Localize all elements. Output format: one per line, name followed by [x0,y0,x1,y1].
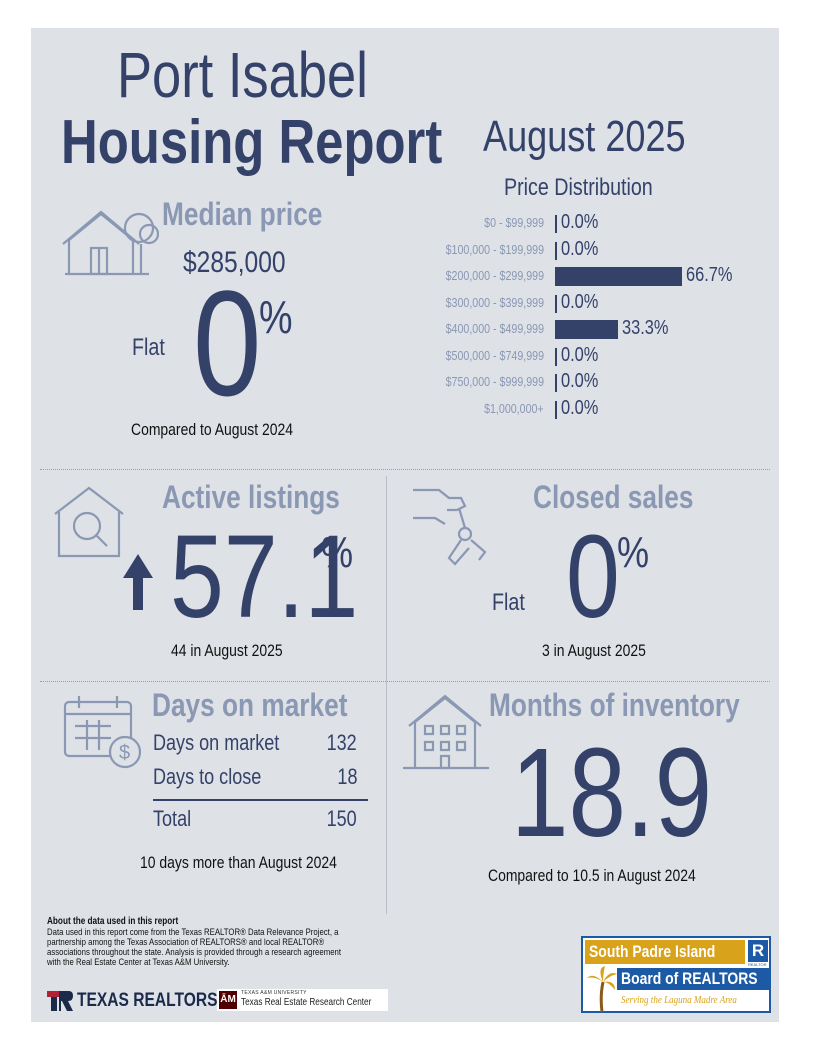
building-icon [403,694,489,770]
price-range-label: $0 - $99,999 [484,215,544,230]
closed-sales-heading: Closed sales [533,479,694,515]
closed-sales-percent-sign: % [617,528,650,577]
tamu-mark-icon: ĀM [219,991,237,1009]
texas-realtors-logo-text: TEXAS REALTORS [77,990,218,1011]
divider-middle [40,681,770,682]
tamu-center-text: Texas Real Estate Research Center [241,997,372,1008]
texas-realtors-logo-icon [47,991,73,1011]
about-line-2: associations throughout the state. Analy… [47,947,342,958]
price-range-label: $500,000 - $749,999 [445,347,544,363]
price-distribution-row: $300,000 - $399,999 0.0% [31,291,779,317]
board-line1-band [585,940,745,964]
palm-tree-icon [587,966,617,1012]
dom-row-label-1: Days to close [153,764,262,789]
active-listings-detail: 44 in August 2025 [171,641,283,660]
report-period: August 2025 [483,112,686,161]
dom-comparison: 10 days more than August 2024 [140,853,337,872]
price-distribution-value: 33.3% [622,317,669,339]
price-distribution-bar [555,267,682,286]
price-distribution-bar [555,374,557,392]
about-line-0: Data used in this report come from the T… [47,927,339,938]
board-line2-band [617,968,769,990]
price-distribution-value: 0.0% [561,211,599,233]
calendar-dollar-icon: $ [63,696,142,769]
hand-key-icon [413,488,487,566]
price-distribution-value: 0.0% [561,396,599,419]
median-comparison: Compared to August 2024 [131,420,293,439]
months-inventory-value: 18.9 [511,722,713,863]
price-range-label: $400,000 - $499,999 [445,321,544,336]
days-on-market-heading: Days on market [152,687,348,723]
arrow-up-icon [123,554,153,610]
board-line1-text: South Padre Island [589,942,716,961]
active-listings-change: 57.1 [170,511,359,643]
price-distribution-bar [555,400,557,419]
svg-text:$: $ [119,742,130,764]
price-distribution-value: 0.0% [561,237,599,260]
price-distribution-row: $750,000 - $999,999 0.0% [31,370,779,396]
divider-vertical [386,476,387,914]
dom-row-label-0: Days on market [153,730,280,755]
price-distribution-row: $500,000 - $749,999 0.0% [31,344,779,370]
price-distribution-row: $0 - $99,999 0.0% [31,211,779,237]
dom-row-value-1: 18 [336,764,357,789]
price-distribution-bar [555,347,557,366]
price-distribution-heading: Price Distribution [504,174,653,201]
dom-total-rule [153,799,368,801]
active-listings-heading: Active listings [162,479,340,515]
about-line-1: partnership among the Texas Association … [47,937,325,948]
price-distribution-row: $400,000 - $499,999 33.3% [31,317,779,343]
board-of-realtors-logo: South Padre Island R REALTOR Board of RE… [581,936,771,1013]
months-inventory-comparison: Compared to 10.5 in August 2024 [488,866,696,885]
realtor-mark-icon: R [748,940,768,962]
price-distribution-value: 66.7% [685,264,733,286]
price-distribution-chart: $0 - $99,999 0.0% $100,000 - $199,999 0.0% $… [31,211,779,431]
price-distribution-value: 0.0% [561,370,599,392]
closed-sales-detail: 3 in August 2025 [542,641,646,660]
report-card: Port Isabel Housing Report August 2025 M… [31,28,779,1022]
report-title: Housing Report [61,108,443,177]
price-distribution-bar [555,320,619,339]
price-range-label: $1,000,000+ [484,400,544,416]
price-distribution-row: $1,000,000+ 0.0% [31,397,779,423]
about-heading: About the data used in this report [47,916,179,927]
dom-total-label: Total [153,806,192,831]
board-tagline: Serving the Laguna Madre Area [621,994,737,1006]
price-distribution-bar [555,241,557,260]
tamu-logo: ĀM TEXAS A&M UNIVERSITY Texas Real Estat… [217,989,388,1011]
price-distribution-bar [555,294,557,313]
closed-sales-trend-word: Flat [492,589,525,616]
about-line-3: with the Real Estate Center at Texas A&M… [47,957,230,968]
median-trend-word: Flat [132,334,165,361]
price-distribution-bar [555,215,557,233]
house-tree-icon [62,210,159,276]
price-distribution-row: $200,000 - $299,999 66.7% [31,264,779,290]
price-distribution-value: 0.0% [561,290,599,313]
divider-top [40,469,770,470]
median-price-value: $285,000 [183,246,286,279]
price-distribution-row: $100,000 - $199,999 0.0% [31,238,779,264]
months-inventory-heading: Months of inventory [489,687,740,723]
tamu-small-text: TEXAS A&M UNIVERSITY [241,990,307,996]
price-range-label: $200,000 - $299,999 [445,268,544,283]
dom-total-value: 150 [326,806,357,831]
median-change-value: 0 [193,259,262,427]
board-line2-text: Board of REALTORS [621,969,758,988]
price-distribution-value: 0.0% [561,343,599,366]
realtor-small-text: REALTOR [748,962,767,967]
median-price-heading: Median price [162,196,323,232]
house-search-icon [54,486,124,558]
price-range-label: $100,000 - $199,999 [445,241,544,257]
median-percent-sign: % [259,291,293,343]
active-listings-percent-sign: % [321,528,354,577]
price-range-label: $300,000 - $399,999 [445,294,544,310]
city-title: Port Isabel [117,39,368,111]
dom-row-value-0: 132 [326,730,357,755]
closed-sales-change: 0 [566,511,620,643]
price-range-label: $750,000 - $999,999 [445,374,544,389]
